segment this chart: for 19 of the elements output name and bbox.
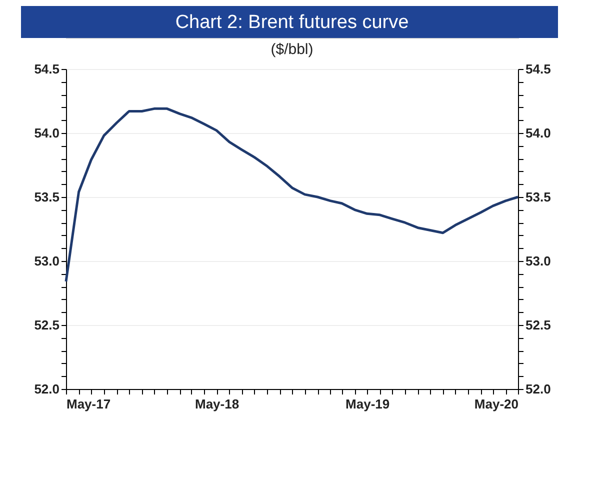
y-tick-label: 54.0 — [34, 126, 60, 140]
y2-tick-label: 54.0 — [526, 126, 551, 140]
y2-tick-label: 54.5 — [526, 62, 551, 76]
x-tick-label: May-19 — [346, 396, 390, 412]
line-series — [64, 107, 520, 283]
x-tick-label: May-20 — [474, 396, 518, 412]
y2-tick-label: 53.0 — [526, 254, 551, 268]
y-tick-label: 54.5 — [34, 62, 60, 76]
chart-subtitle: ($/bbl) — [270, 41, 314, 58]
x-tick-label: May-18 — [194, 396, 240, 412]
y-tick-label: 52.5 — [34, 318, 60, 332]
x-tick-label: May-17 — [66, 396, 111, 412]
y2-tick-label: 52.0 — [526, 382, 551, 396]
y2-tick-label: 52.5 — [526, 318, 551, 332]
chart-title: Chart 2: Brent futures curve — [175, 12, 409, 33]
y-tick-label: 53.0 — [34, 254, 60, 268]
y-tick-label: 53.5 — [34, 190, 60, 204]
y2-tick-label: 53.5 — [526, 190, 551, 204]
y-tick-label: 52.0 — [34, 382, 60, 396]
